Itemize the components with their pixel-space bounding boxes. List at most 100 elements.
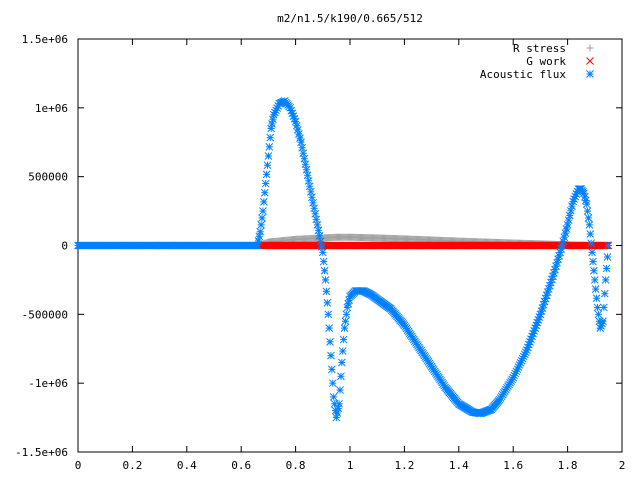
data-point — [322, 287, 331, 296]
y-tick-label: 0 — [61, 240, 68, 253]
data-point — [321, 276, 330, 284]
data-point — [587, 239, 596, 248]
data-point — [254, 237, 263, 245]
data-point — [342, 310, 351, 319]
data-point — [586, 230, 595, 238]
data-point — [262, 170, 271, 179]
data-point — [260, 188, 269, 197]
data-point — [266, 133, 275, 142]
series-g-work — [253, 241, 613, 250]
data-point — [583, 207, 592, 215]
data-point — [324, 310, 333, 319]
x-tick-label: 0.4 — [177, 459, 197, 472]
data-point — [258, 214, 266, 222]
data-point — [565, 211, 574, 220]
data-point — [341, 317, 350, 326]
y-tick-label: 1.5e+06 — [22, 33, 68, 46]
data-point — [328, 365, 336, 374]
data-point — [564, 216, 573, 225]
data-point — [600, 303, 608, 312]
legend-marker — [586, 70, 594, 78]
data-point — [335, 399, 343, 408]
y-tick-label: 500000 — [28, 171, 68, 184]
data-point — [259, 207, 267, 215]
data-point — [332, 413, 341, 422]
y-tick-label: -1.5e+06 — [15, 446, 68, 459]
data-point — [318, 248, 327, 257]
data-point — [600, 289, 609, 298]
x-tick-label: 1.2 — [394, 459, 414, 472]
data-marks — [74, 97, 613, 422]
data-point — [333, 409, 342, 417]
data-point — [567, 206, 575, 215]
x-tick-label: 0.8 — [286, 459, 306, 472]
legend-marker — [586, 44, 594, 52]
data-point — [325, 324, 334, 332]
legend-label: R stress — [513, 42, 566, 55]
data-point — [589, 257, 597, 266]
data-point — [327, 351, 335, 360]
data-point — [340, 324, 349, 332]
y-tick-label: -500000 — [22, 308, 68, 321]
data-point — [256, 227, 265, 236]
data-point — [264, 152, 273, 160]
data-point — [563, 220, 572, 229]
data-point — [604, 241, 613, 250]
x-tick-label: 1.8 — [558, 459, 578, 472]
data-point — [257, 220, 266, 229]
data-point — [320, 266, 329, 275]
data-point — [588, 248, 596, 257]
x-tick-label: 1.4 — [449, 459, 469, 472]
data-point — [303, 171, 312, 180]
legend-label: G work — [526, 55, 566, 68]
data-point — [263, 161, 272, 170]
x-tick-label: 2 — [619, 459, 626, 472]
data-point — [329, 393, 338, 401]
data-point — [337, 372, 345, 381]
data-point — [590, 266, 598, 275]
data-point — [326, 338, 334, 346]
data-point — [261, 179, 270, 188]
axes: 1.5e+06 1e+06 500000 0 -500000 -1e+06 -1.5e+06… — [15, 33, 625, 472]
data-point — [253, 241, 262, 250]
data-point — [594, 310, 603, 319]
data-point — [591, 285, 600, 293]
data-point — [328, 379, 337, 388]
data-point — [336, 386, 344, 394]
x-tick-label: 0.2 — [122, 459, 142, 472]
data-point — [337, 358, 346, 367]
data-point — [603, 253, 612, 261]
data-point — [601, 276, 610, 284]
data-point — [590, 276, 599, 284]
x-tick-label: 1 — [347, 459, 354, 472]
data-point — [265, 142, 274, 151]
data-point — [593, 303, 602, 312]
data-point — [584, 214, 593, 222]
data-point — [599, 317, 607, 326]
data-point — [269, 115, 277, 124]
series-acoustic-flux — [74, 97, 613, 422]
data-point — [585, 220, 594, 229]
data-point — [334, 404, 343, 413]
x-tick-label: 1.6 — [503, 459, 523, 472]
data-point — [255, 232, 264, 241]
data-point — [592, 294, 601, 303]
x-tick-label: 0 — [75, 459, 82, 472]
x-tick-label: 0.6 — [231, 459, 251, 472]
data-point — [323, 299, 332, 307]
data-point — [319, 257, 328, 266]
y-tick-label: 1e+06 — [35, 102, 68, 115]
data-point — [602, 264, 611, 273]
y-tick-label: -1e+06 — [28, 377, 68, 390]
chart-title: m2/n1.5/k190/0.665/512 — [277, 12, 423, 25]
legend-marker — [586, 57, 594, 65]
data-point — [260, 198, 268, 206]
data-point — [339, 335, 348, 344]
data-point — [338, 347, 347, 355]
legend-label: Acoustic flux — [480, 68, 566, 81]
data-point — [582, 200, 591, 209]
data-point — [568, 202, 576, 210]
data-point — [268, 120, 276, 128]
